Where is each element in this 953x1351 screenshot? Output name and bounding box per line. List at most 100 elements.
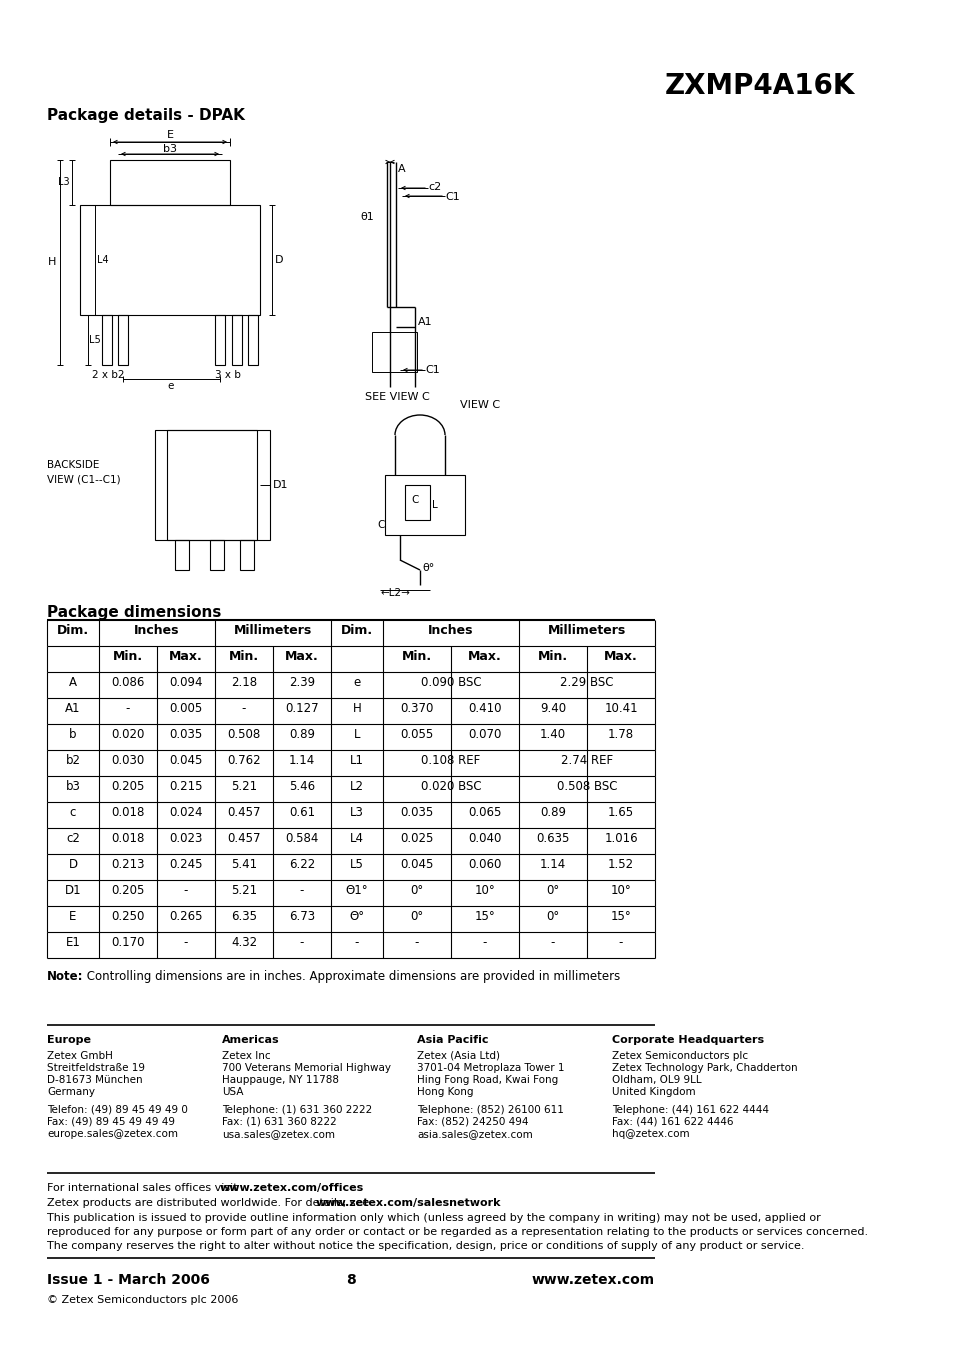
Bar <box>118 315 128 365</box>
Text: Issue 1 - March 2006: Issue 1 - March 2006 <box>47 1273 210 1288</box>
Text: Telefon: (49) 89 45 49 49 0: Telefon: (49) 89 45 49 49 0 <box>47 1105 188 1115</box>
Text: E: E <box>167 130 173 141</box>
Text: SEE VIEW C: SEE VIEW C <box>365 392 429 403</box>
Text: -: - <box>482 936 487 948</box>
Text: 0.508 BSC: 0.508 BSC <box>557 780 617 793</box>
Text: 0°: 0° <box>410 884 423 897</box>
Text: 0.250: 0.250 <box>112 911 145 923</box>
Text: 0.584: 0.584 <box>285 832 318 844</box>
Text: L: L <box>432 500 437 509</box>
Text: 2.29 BSC: 2.29 BSC <box>559 676 613 689</box>
Text: 6.35: 6.35 <box>231 911 256 923</box>
Text: 0.020: 0.020 <box>112 728 145 740</box>
Text: 1.78: 1.78 <box>607 728 634 740</box>
Bar <box>210 540 224 570</box>
Text: L1: L1 <box>350 754 364 767</box>
Text: Hing Fong Road, Kwai Fong: Hing Fong Road, Kwai Fong <box>416 1075 558 1085</box>
Text: Zetex products are distributed worldwide. For details, see: Zetex products are distributed worldwide… <box>47 1198 373 1208</box>
Text: 1.40: 1.40 <box>539 728 565 740</box>
Text: Max.: Max. <box>603 650 638 663</box>
Text: 0.045: 0.045 <box>400 858 434 871</box>
Bar <box>405 485 430 520</box>
Bar <box>102 315 112 365</box>
Text: Zetex GmbH: Zetex GmbH <box>47 1051 112 1061</box>
Text: D: D <box>69 858 77 871</box>
Text: www.zetex.com/offices: www.zetex.com/offices <box>220 1183 364 1193</box>
Text: 0.457: 0.457 <box>227 807 260 819</box>
Text: L5: L5 <box>89 335 101 345</box>
Text: b3: b3 <box>66 780 80 793</box>
Text: 1.65: 1.65 <box>607 807 634 819</box>
Text: Corporate Headquarters: Corporate Headquarters <box>612 1035 763 1046</box>
Text: 5.41: 5.41 <box>231 858 256 871</box>
Text: L3: L3 <box>350 807 363 819</box>
Text: ZXMP4A16K: ZXMP4A16K <box>664 72 854 100</box>
Text: 2.18: 2.18 <box>231 676 256 689</box>
Text: www.zetex.com: www.zetex.com <box>532 1273 655 1288</box>
Text: Germany: Germany <box>47 1088 95 1097</box>
Text: USA: USA <box>222 1088 243 1097</box>
Text: Oldham, OL9 9LL: Oldham, OL9 9LL <box>612 1075 700 1085</box>
Text: b3: b3 <box>163 145 177 154</box>
Text: 9.40: 9.40 <box>539 703 565 715</box>
Text: 5.21: 5.21 <box>231 884 256 897</box>
Text: Fax: (44) 161 622 4446: Fax: (44) 161 622 4446 <box>612 1117 733 1127</box>
Text: L: L <box>354 728 360 740</box>
Text: -: - <box>550 936 555 948</box>
Text: C: C <box>376 520 384 530</box>
Text: L2: L2 <box>350 780 364 793</box>
Text: Zetex (Asia Ltd): Zetex (Asia Ltd) <box>416 1051 499 1061</box>
Text: e: e <box>168 381 174 390</box>
Text: C1: C1 <box>424 365 439 376</box>
Text: Note:: Note: <box>47 970 84 984</box>
Text: 0.030: 0.030 <box>112 754 145 767</box>
Text: 0.410: 0.410 <box>468 703 501 715</box>
Text: Zetex Semiconductors plc: Zetex Semiconductors plc <box>612 1051 747 1061</box>
Text: Min.: Min. <box>229 650 259 663</box>
Text: asia.sales@zetex.com: asia.sales@zetex.com <box>416 1129 532 1139</box>
Text: H: H <box>353 703 361 715</box>
Text: 0.040: 0.040 <box>468 832 501 844</box>
Text: -: - <box>241 703 246 715</box>
Text: 2.74 REF: 2.74 REF <box>560 754 613 767</box>
Text: usa.sales@zetex.com: usa.sales@zetex.com <box>222 1129 335 1139</box>
Text: 0°: 0° <box>410 911 423 923</box>
Text: Fax: (49) 89 45 49 49 49: Fax: (49) 89 45 49 49 49 <box>47 1117 174 1127</box>
Text: 0.89: 0.89 <box>539 807 565 819</box>
Text: Package dimensions: Package dimensions <box>47 605 221 620</box>
Text: A1: A1 <box>65 703 81 715</box>
Text: 0.205: 0.205 <box>112 884 145 897</box>
Text: 0.090 BSC: 0.090 BSC <box>420 676 481 689</box>
Text: United Kingdom: United Kingdom <box>612 1088 695 1097</box>
Text: Inches: Inches <box>134 624 179 638</box>
Text: Controlling dimensions are in inches. Approximate dimensions are provided in mil: Controlling dimensions are in inches. Ap… <box>83 970 619 984</box>
Text: D: D <box>274 255 283 265</box>
Text: 0.245: 0.245 <box>169 858 203 871</box>
Text: 15°: 15° <box>610 911 631 923</box>
Bar <box>240 540 253 570</box>
Bar <box>248 315 257 365</box>
Text: e: e <box>353 676 360 689</box>
Text: 0.215: 0.215 <box>169 780 203 793</box>
Text: Streitfeldstraße 19: Streitfeldstraße 19 <box>47 1063 145 1073</box>
Text: 3 x b: 3 x b <box>214 370 240 380</box>
Text: 3701-04 Metroplaza Tower 1: 3701-04 Metroplaza Tower 1 <box>416 1063 564 1073</box>
Text: 0.018: 0.018 <box>112 807 145 819</box>
Text: 0.020 BSC: 0.020 BSC <box>420 780 481 793</box>
Text: europe.sales@zetex.com: europe.sales@zetex.com <box>47 1129 178 1139</box>
Text: -: - <box>618 936 622 948</box>
Text: Max.: Max. <box>468 650 501 663</box>
Text: Dim.: Dim. <box>340 624 373 638</box>
Text: 0.018: 0.018 <box>112 832 145 844</box>
Text: E1: E1 <box>66 936 80 948</box>
Text: For international sales offices visit: For international sales offices visit <box>47 1183 241 1193</box>
Text: E: E <box>70 911 76 923</box>
Text: 0.508: 0.508 <box>227 728 260 740</box>
Text: Telephone: (852) 26100 611: Telephone: (852) 26100 611 <box>416 1105 563 1115</box>
Text: c2: c2 <box>66 832 80 844</box>
Text: 1.52: 1.52 <box>607 858 634 871</box>
Text: Telephone: (44) 161 622 4444: Telephone: (44) 161 622 4444 <box>612 1105 768 1115</box>
Bar <box>385 476 464 535</box>
Text: 0.127: 0.127 <box>285 703 318 715</box>
Text: -: - <box>355 936 359 948</box>
